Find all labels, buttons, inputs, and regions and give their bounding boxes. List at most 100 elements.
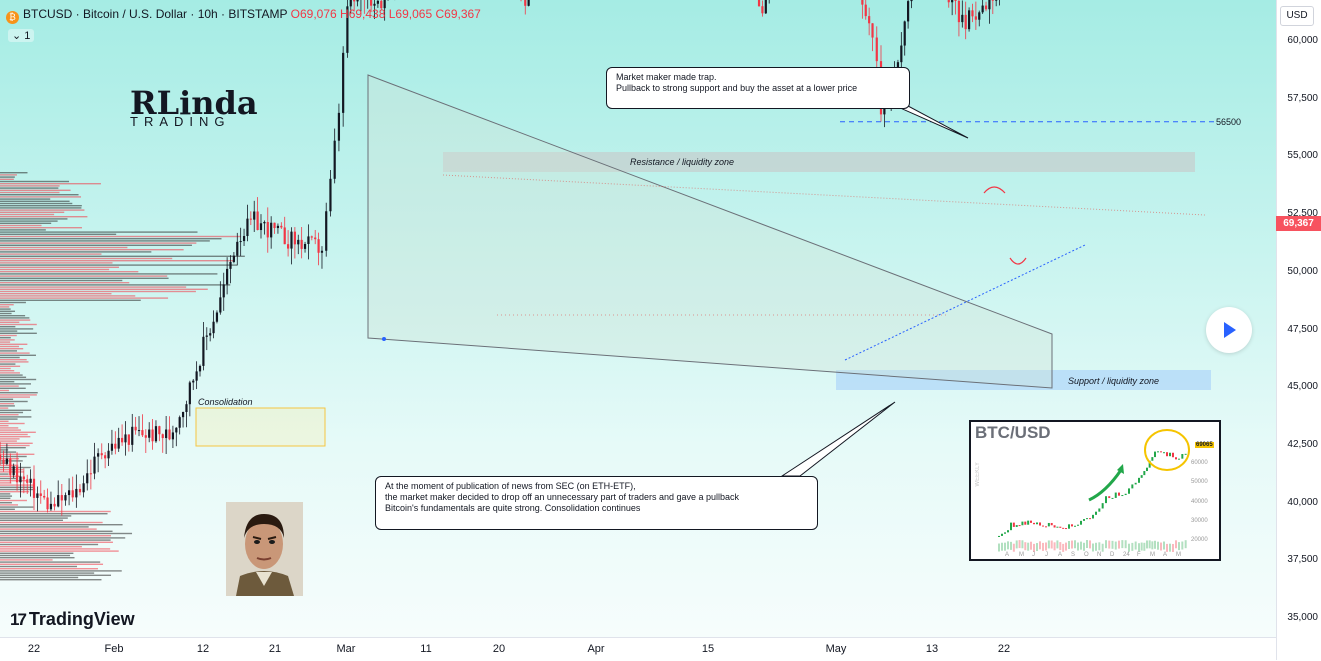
inset-candle xyxy=(1184,453,1187,455)
level-label-56500: 56500 xyxy=(1216,117,1241,127)
price-axis[interactable]: 35,000 37,500 40,000 42,500 45,000 47,500 50,0… xyxy=(1276,0,1321,660)
candle-body xyxy=(60,495,63,501)
volume-profile-bar xyxy=(0,253,102,255)
volume-profile-bar xyxy=(0,488,36,491)
volume-profile-bar xyxy=(0,506,34,508)
y-tick-label: 40,000 xyxy=(1287,496,1318,508)
chart-area[interactable]: Consolidation Resistance / liquidity zone… xyxy=(0,0,1276,637)
callout-sec-news[interactable]: At the moment of publication of news fro… xyxy=(375,476,818,530)
candle-body xyxy=(39,493,42,496)
candle-body xyxy=(346,6,349,53)
inset-volume-bar xyxy=(1059,542,1062,551)
candle-body xyxy=(947,0,950,3)
candle-body xyxy=(43,495,46,498)
currency-selector[interactable]: USD xyxy=(1280,6,1314,26)
candle-body xyxy=(15,466,19,483)
volume-profile-bar xyxy=(0,229,46,231)
volume-profile-bar xyxy=(0,312,12,315)
inset-candle xyxy=(1027,520,1030,525)
volume-profile-bar xyxy=(0,345,19,348)
volume-profile-bar xyxy=(0,354,36,356)
inset-volume-bar xyxy=(1089,540,1091,549)
ohlc-open-label: O xyxy=(290,7,300,21)
candle-body xyxy=(49,503,53,510)
indicator-toggle[interactable]: ⌄ 1 xyxy=(8,29,35,42)
ohlc-low-value: 69,065 xyxy=(395,7,433,21)
candle-body xyxy=(185,404,188,412)
volume-profile-bar xyxy=(0,543,99,546)
candle-body xyxy=(78,488,82,493)
inset-candle xyxy=(1154,451,1156,458)
volume-profile-bar xyxy=(0,438,20,440)
volume-profile-bar xyxy=(0,209,85,211)
inset-candle xyxy=(1077,524,1079,526)
volume-profile-bar xyxy=(0,504,19,506)
volume-profile-bar xyxy=(0,271,139,273)
candle-body xyxy=(875,37,878,62)
volume-profile-bar xyxy=(0,385,19,387)
candle-body xyxy=(303,243,307,249)
inset-volume-bar xyxy=(1175,540,1177,549)
volume-profile-bar xyxy=(0,264,238,266)
candle-body xyxy=(249,218,252,220)
volume-profile-bar xyxy=(0,279,123,282)
volume-profile-bar xyxy=(0,568,98,570)
play-button[interactable] xyxy=(1206,307,1252,353)
volume-profile-bar xyxy=(0,194,79,196)
volume-profile-bar xyxy=(0,198,51,200)
volume-profile-bar xyxy=(0,530,113,532)
inset-volume-bar xyxy=(1004,542,1006,551)
volume-profile-bar xyxy=(0,348,24,350)
inset-candle xyxy=(1101,503,1104,509)
inset-volume-bar xyxy=(1124,540,1127,549)
tradingview-logo[interactable]: 17 TradingView xyxy=(10,609,135,630)
inset-xtick: J xyxy=(1032,552,1035,558)
volume-profile-bar xyxy=(0,576,79,579)
inset-candle xyxy=(1108,496,1111,499)
candle-body xyxy=(134,426,137,431)
callout-market-maker-trap[interactable]: Market maker made trap. Pullback to stro… xyxy=(606,67,910,109)
candle-body xyxy=(36,493,39,498)
inset-xtick: A xyxy=(1005,552,1010,558)
symbol-title[interactable]: BTCUSD · Bitcoin / U.S. Dollar · 10h · B… xyxy=(23,7,288,21)
candle-body xyxy=(978,12,981,20)
inset-volume-bar xyxy=(1050,540,1053,549)
candle-body xyxy=(107,450,110,459)
candle-body xyxy=(300,239,303,249)
inset-volume-bar xyxy=(1157,541,1159,550)
inset-volume-bar xyxy=(1030,541,1032,550)
inset-volume-bar xyxy=(1080,541,1082,550)
volume-profile-bar xyxy=(0,352,30,354)
y-tick-label: 60,000 xyxy=(1287,35,1318,46)
candle-body xyxy=(198,365,202,372)
candle-body xyxy=(297,239,300,245)
inset-volume-bar xyxy=(1172,543,1174,552)
volume-profile-bar xyxy=(0,240,210,242)
inset-candle xyxy=(1121,495,1124,497)
candle-body xyxy=(356,0,359,2)
inset-candle xyxy=(1086,518,1088,520)
meme-face-image xyxy=(226,502,303,596)
inset-candle xyxy=(1056,526,1059,528)
candle-body xyxy=(202,336,205,366)
inset-candle xyxy=(1146,467,1148,472)
inset-candle xyxy=(1166,452,1168,457)
inset-volume-bar xyxy=(1098,542,1101,551)
volume-profile-bar xyxy=(0,422,25,425)
x-tick-label: 12 xyxy=(196,643,210,655)
volume-profile-bar xyxy=(0,546,82,548)
inset-volume-bar xyxy=(1071,540,1073,549)
ohlc-low-label: L xyxy=(388,7,396,21)
inset-volume-bar xyxy=(1138,543,1140,552)
volume-profile-bar xyxy=(0,266,119,268)
volume-profile-bar xyxy=(0,213,55,216)
volume-profile-bar xyxy=(0,535,111,537)
inset-candle xyxy=(1114,492,1117,498)
inset-volume-bar xyxy=(1024,542,1027,551)
candle-body xyxy=(97,453,100,457)
volume-profile-bar xyxy=(0,251,152,253)
time-axis[interactable]: 22 Feb 12 21 Mar 11 20 Apr 15 May 13 22 xyxy=(0,637,1276,661)
main-chart-svg[interactable]: Consolidation Resistance / liquidity zone… xyxy=(0,0,1276,637)
x-tick-label: Feb xyxy=(104,643,124,655)
inset-volume-bar xyxy=(1074,540,1076,549)
